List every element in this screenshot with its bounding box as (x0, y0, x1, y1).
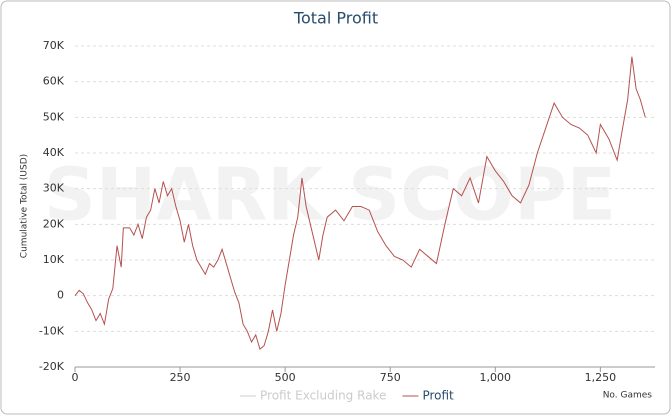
y-tick-label: 0 (57, 289, 64, 302)
legend-label: Profit Excluding Rake (260, 389, 386, 403)
y-tick-label: 60K (43, 75, 65, 88)
watermark: SHARK SCOPE (44, 153, 616, 237)
x-tick-label: 750 (380, 371, 401, 384)
y-tick-label: 10K (43, 253, 65, 266)
x-axis-label: No. Games (603, 391, 653, 401)
y-tick-label: -10K (39, 324, 65, 337)
x-tick-label: 1,000 (480, 371, 512, 384)
y-axis-label: Cumulative Total (USD) (20, 154, 30, 258)
legend-label: Profit (422, 389, 454, 403)
x-tick-label: 0 (72, 371, 79, 384)
x-tick-label: 500 (275, 371, 296, 384)
y-tick-label: 50K (43, 110, 65, 123)
chart-title: Total Profit (293, 9, 378, 28)
y-tick-label: 70K (43, 39, 65, 52)
y-tick-label: 40K (43, 146, 65, 159)
y-tick-label: 20K (43, 217, 65, 230)
x-tick-label: 1,250 (585, 371, 617, 384)
y-tick-label: -20K (39, 360, 65, 373)
line (74, 56, 646, 351)
x-tick-label: 250 (170, 371, 191, 384)
y-tick-label: 30K (43, 182, 65, 195)
